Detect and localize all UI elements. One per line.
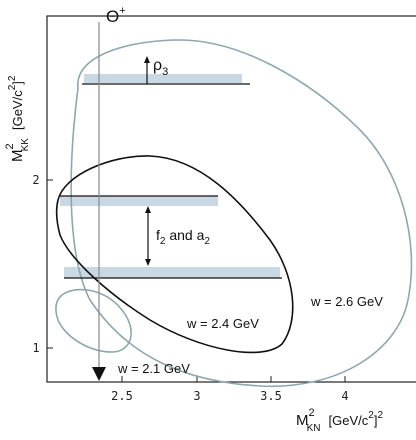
rho3-arrowhead — [144, 56, 150, 63]
rho3-band — [84, 74, 242, 83]
x-tick-label: 2.5 — [111, 389, 133, 403]
x-tick-label: 3 — [193, 389, 200, 403]
theta-label: Θ+ — [106, 5, 126, 26]
x-tick-label: 4 — [341, 389, 348, 403]
f2-band-upper — [60, 196, 218, 206]
y-axis: 2 1 — [32, 173, 53, 355]
rho3-label: ρ3 — [153, 57, 168, 78]
theta-arrowhead — [92, 367, 106, 381]
x-axis-title: M2 KN[GeV/c2]2 — [296, 407, 383, 434]
y-tick-label: 2 — [32, 173, 39, 187]
x-axis: 2.5 3 3.5 4 — [111, 376, 349, 403]
w24-label: w = 2.4 GeV — [186, 316, 259, 331]
boundary-w-2.6 — [70, 39, 413, 388]
y-tick-label: 1 — [32, 341, 39, 355]
f2-band-lower — [64, 267, 280, 278]
boundary-w-2.1 — [55, 288, 132, 353]
f2-a2-label: f2 and a2 — [156, 227, 210, 247]
f2-arrowhead-up — [145, 206, 151, 213]
w21-label: w = 2.1 GeV — [117, 361, 190, 376]
y-axis-title: M2 KK[GeV/c2]2 — [4, 75, 31, 162]
w26-label: w = 2.6 GeV — [310, 294, 383, 309]
boundary-w-2.4 — [55, 155, 294, 354]
x-tick-label: 3.5 — [260, 389, 282, 403]
plot-frame — [46, 15, 416, 383]
f2-arrowhead-down — [145, 259, 151, 266]
